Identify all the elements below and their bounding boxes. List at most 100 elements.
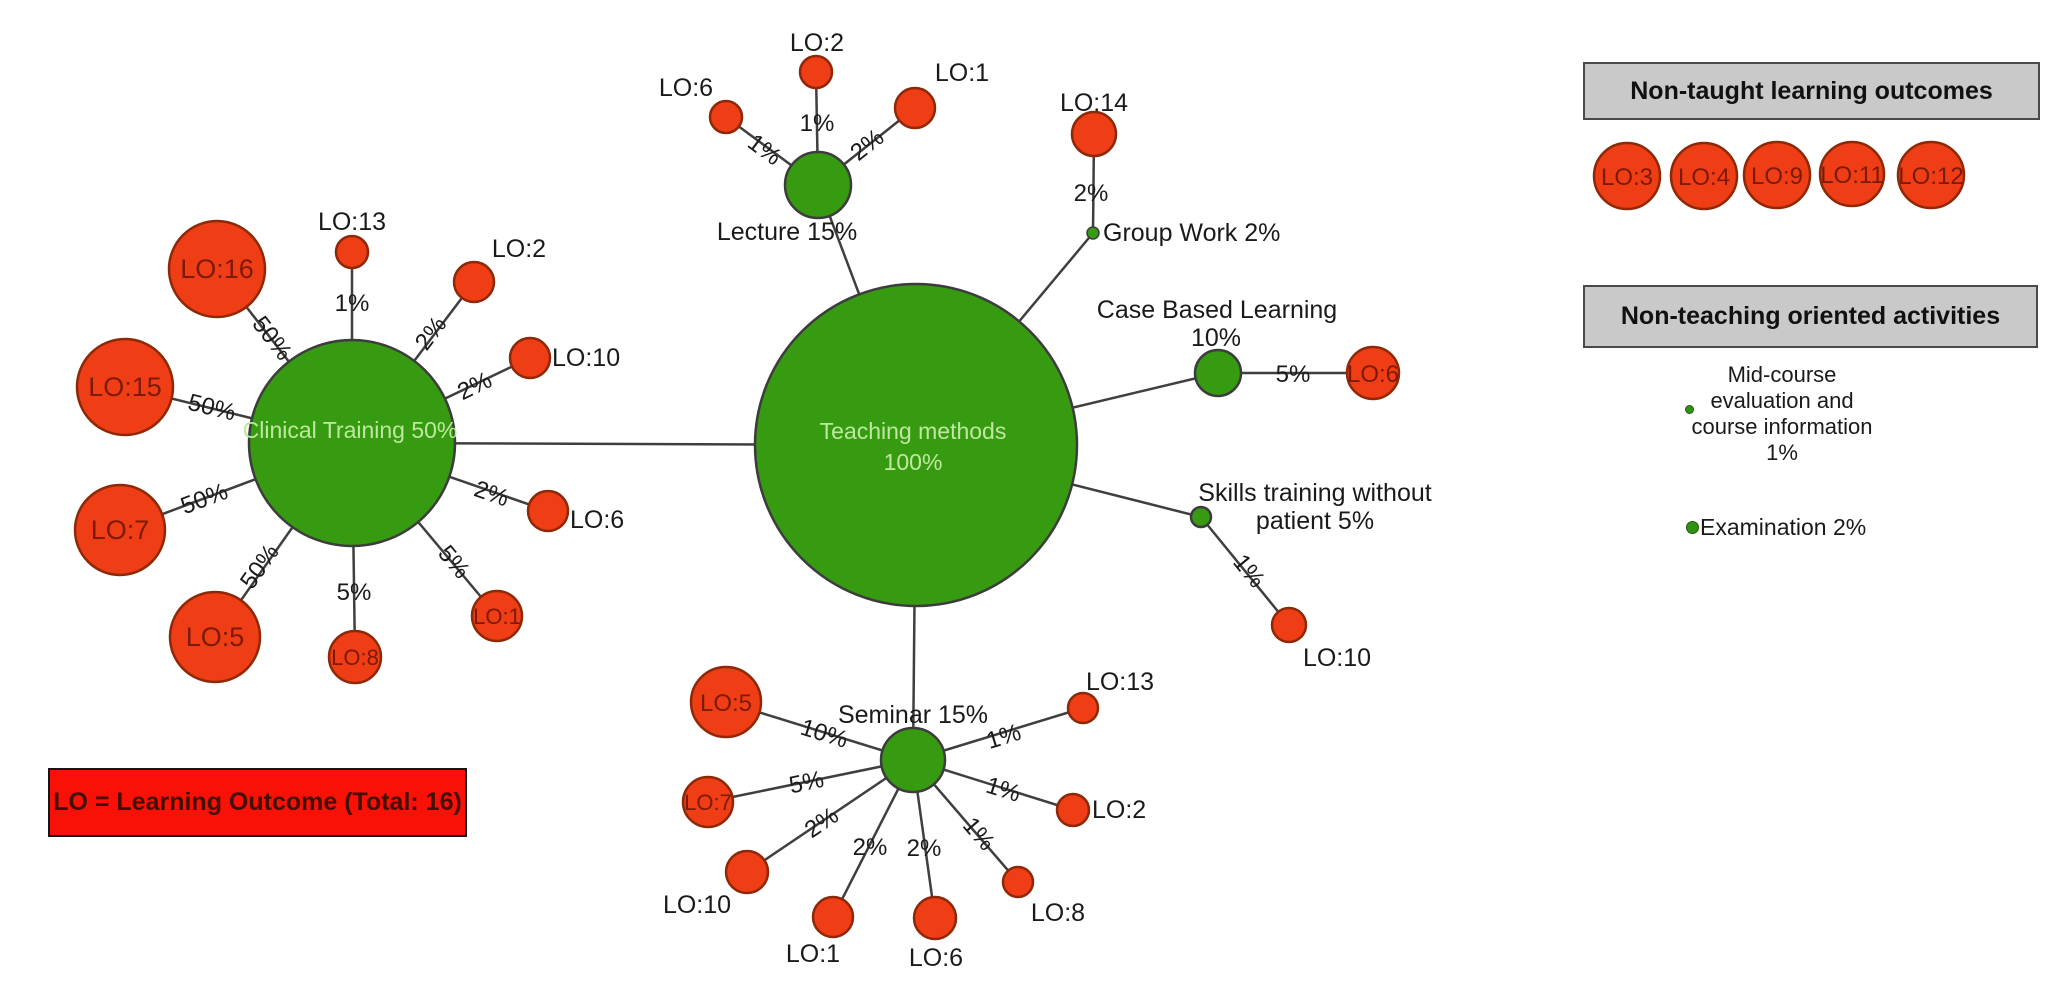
examination-dot: [1686, 520, 1699, 534]
edge-label-groupwork-lo14: 2%: [1074, 180, 1109, 207]
label-clinical-lo5: LO:5: [186, 622, 245, 652]
edge-label-seminar-lo13: 1%: [983, 719, 1024, 755]
label-seminar-lo13: LO:13: [1086, 668, 1154, 696]
node-lecture-lo6: [708, 99, 744, 135]
edge-label-seminar-lo2: 1%: [983, 772, 1024, 808]
label-skills-training-dot-0: Skills training without: [1198, 479, 1431, 507]
node-lecture-lo1: [893, 86, 937, 130]
examination-label: Examination 2%: [1700, 513, 1867, 540]
mid-course-dot: [1685, 405, 1694, 414]
label-clinical-lo1: LO:1: [473, 604, 521, 629]
panel-header-non-taught: Non-taught learning outcomes: [1583, 62, 2040, 120]
label-group-work-dot: Group Work 2%: [1103, 219, 1280, 247]
label-cbl-lo6: LO:6: [1347, 361, 1399, 388]
node-clinical-lo8: [327, 629, 383, 685]
label-panel-lo4: LO:4: [1678, 164, 1730, 191]
label-clinical-lo2: LO:2: [492, 235, 546, 263]
mid-course-label: Mid-course evaluation and course informa…: [1691, 362, 1873, 465]
label-seminar-lo5: LO:5: [700, 690, 752, 717]
label-panel-lo3: LO:3: [1601, 164, 1653, 191]
label-case-based-learning-0: Case Based Learning: [1097, 296, 1337, 324]
label-seminar-lo7: LO:7: [684, 790, 732, 815]
node-seminar-lo7: [681, 775, 735, 829]
node-teaching-methods: [753, 282, 1079, 608]
label-skills-training-dot-1: patient 5%: [1256, 507, 1374, 535]
node-group-work-dot: [1086, 226, 1100, 240]
lo-legend-box: LO = Learning Outcome (Total: 16): [48, 768, 467, 837]
node-groupwork-lo14: [1070, 110, 1118, 158]
label-lecture-lo2: LO:2: [790, 29, 844, 57]
edge-seminar-lo10: [746, 758, 914, 874]
node-clinical-lo10: [508, 336, 552, 380]
label-groupwork-lo14: LO:14: [1060, 89, 1128, 117]
edge-skills-lo10: [1200, 516, 1290, 626]
edge-seminar-lo7: [707, 758, 914, 804]
panel-header-non-teaching: Non-teaching oriented activities: [1583, 285, 2038, 348]
label-teaching-methods-1: 100%: [884, 449, 943, 475]
label-case-based-learning-1: 10%: [1191, 324, 1241, 352]
label-lecture-lo6: LO:6: [659, 74, 713, 102]
edge-label-cbl-lo6: 5%: [1276, 361, 1311, 388]
node-clinical-lo5: [168, 590, 262, 684]
node-panel-lo12: [1896, 140, 1966, 210]
node-seminar-lo13: [1066, 691, 1100, 725]
node-seminar-lo6: [912, 895, 958, 941]
edge-label-seminar-lo7: 5%: [787, 766, 826, 799]
label-seminar-lo2: LO:2: [1092, 796, 1146, 824]
node-panel-lo4: [1669, 141, 1739, 211]
node-panel-lo9: [1742, 140, 1812, 210]
label-skills-lo10: LO:10: [1303, 644, 1371, 672]
node-cbl-lo6: [1345, 345, 1401, 401]
label-clinical-training: Clinical Training 50%: [243, 417, 458, 443]
node-clinical-lo13: [334, 234, 370, 270]
edge-label-clinical-lo8: 5%: [337, 579, 372, 606]
node-clinical-lo16: [167, 219, 267, 319]
label-clinical-lo6: LO:6: [570, 506, 624, 534]
node-clinical-lo1: [470, 589, 524, 643]
edge-label-seminar-lo6: 2%: [907, 835, 942, 862]
label-seminar: Seminar 15%: [838, 701, 988, 729]
label-teaching-methods-0: Teaching methods: [820, 418, 1007, 444]
node-seminar-lo10: [724, 849, 770, 895]
label-seminar-lo1: LO:1: [786, 940, 840, 968]
label-clinical-lo16: LO:16: [180, 254, 254, 284]
edge-label-clinical-lo16: 50%: [247, 311, 298, 366]
label-panel-lo12: LO:12: [1898, 163, 1963, 190]
node-seminar-lo5: [689, 665, 763, 739]
node-skills-training-dot: [1189, 505, 1213, 529]
examination-row: Examination 2%: [1686, 514, 1866, 540]
edge-label-clinical-lo15: 50%: [185, 389, 238, 427]
node-case-based-learning: [1193, 348, 1243, 398]
node-clinical-training: [247, 338, 457, 548]
node-lecture-lo2: [798, 54, 834, 90]
edge-label-clinical-lo10: 2%: [453, 367, 496, 406]
node-panel-lo11: [1818, 140, 1886, 208]
label-panel-lo9: LO:9: [1751, 163, 1803, 190]
label-clinical-lo8: LO:8: [331, 645, 379, 670]
label-seminar-lo10: LO:10: [663, 891, 731, 919]
label-seminar-lo8: LO:8: [1031, 899, 1085, 927]
label-lecture: Lecture 15%: [717, 218, 857, 246]
label-lecture-lo1: LO:1: [935, 59, 989, 87]
edge-label-clinical-lo7: 50%: [177, 478, 231, 520]
edge-label-seminar-lo1: 2%: [853, 834, 888, 861]
node-seminar-lo1: [811, 895, 855, 939]
edge-label-clinical-lo6: 2%: [471, 475, 513, 512]
node-clinical-lo7: [73, 483, 167, 577]
label-clinical-lo15: LO:15: [88, 372, 162, 402]
node-seminar: [879, 726, 947, 794]
node-seminar-lo8: [1001, 865, 1035, 899]
label-clinical-lo10: LO:10: [552, 344, 620, 372]
edge-label-lecture-lo2: 1%: [800, 110, 835, 137]
label-clinical-lo7: LO:7: [91, 515, 150, 545]
node-clinical-lo2: [452, 260, 496, 304]
label-clinical-lo13: LO:13: [318, 208, 386, 236]
node-skills-lo10: [1270, 606, 1308, 644]
node-lecture: [783, 150, 853, 220]
node-clinical-lo15: [75, 337, 175, 437]
node-seminar-lo2: [1055, 792, 1091, 828]
label-panel-lo11: LO:11: [1820, 162, 1884, 189]
edge-label-seminar-lo10: 2%: [800, 802, 844, 844]
